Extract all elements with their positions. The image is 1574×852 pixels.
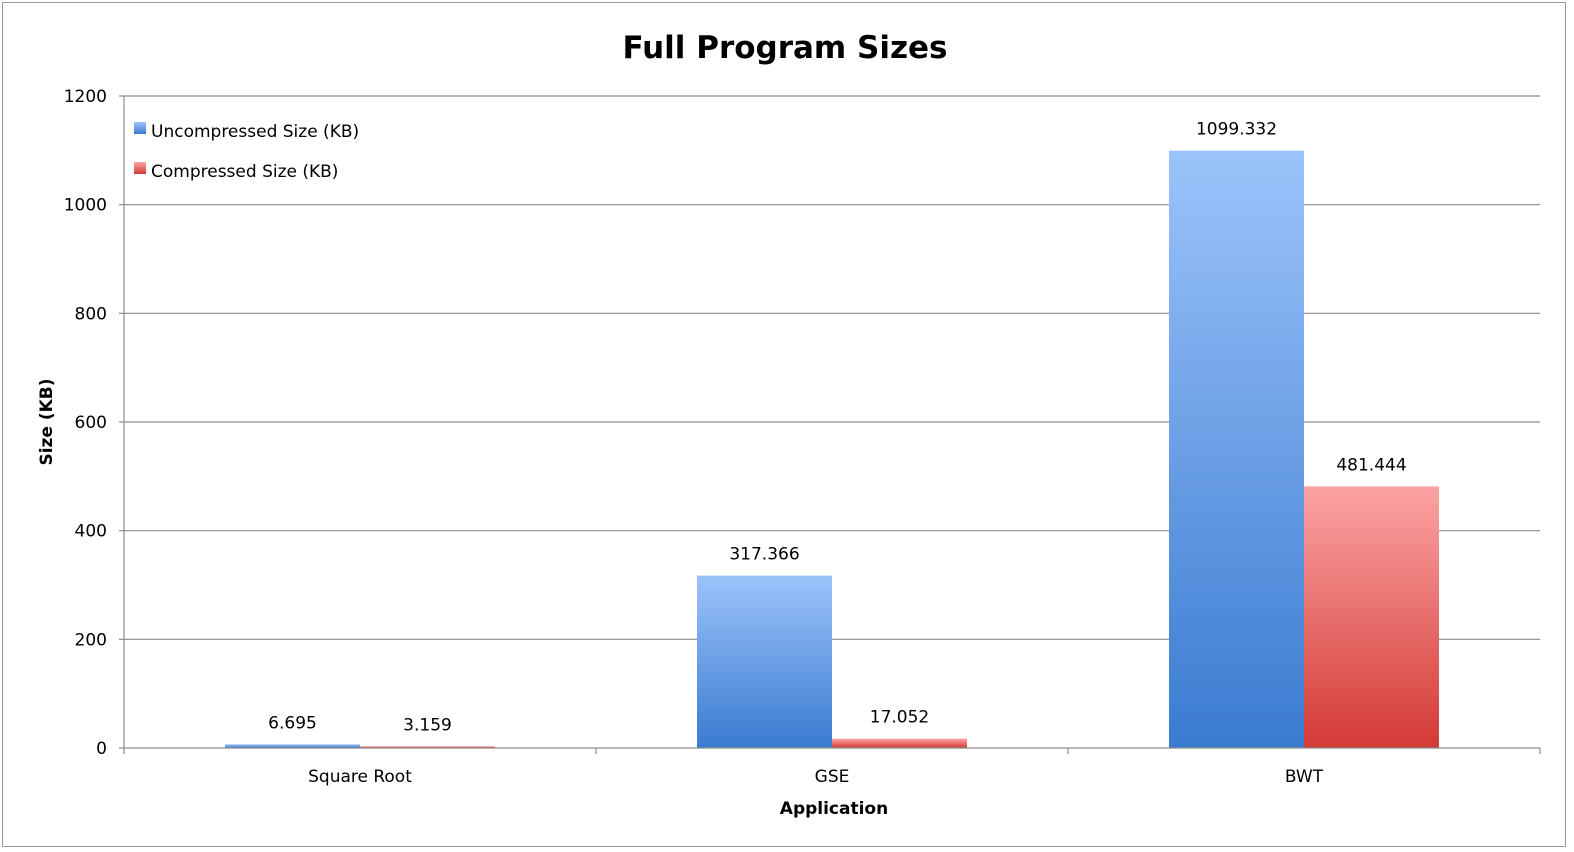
x-axis: Square Root GSE BWT (123, 96, 1541, 787)
y-axis-ticks: 0 200 400 600 800 1000 1200 (64, 87, 124, 759)
y-tick-label: 600 (75, 413, 107, 433)
bars (225, 150, 1439, 748)
legend-swatch (134, 122, 146, 134)
x-axis-label: Application (780, 799, 888, 819)
bar-uncompressed (1169, 150, 1304, 748)
y-tick-label: 400 (75, 522, 107, 542)
bar-compressed (1304, 486, 1439, 748)
y-axis-label: Size (KB) (37, 378, 57, 465)
x-tick-label: Square Root (308, 767, 412, 787)
y-tick-label: 800 (75, 304, 107, 324)
data-label: 317.366 (729, 545, 799, 565)
data-label: 481.444 (1336, 455, 1406, 475)
y-tick-label: 1200 (64, 87, 107, 107)
legend-swatch (134, 162, 146, 174)
chart-title: Full Program Sizes (622, 30, 947, 66)
bar-uncompressed (225, 744, 360, 748)
y-tick-label: 0 (96, 739, 107, 759)
legend: Uncompressed Size (KB) Compressed Size (K… (134, 122, 359, 182)
x-tick-label: GSE (815, 767, 850, 787)
bar-compressed (832, 738, 967, 748)
data-label: 6.695 (268, 713, 317, 733)
data-label: 3.159 (403, 715, 452, 735)
y-tick-label: 200 (75, 630, 107, 650)
legend-label: Compressed Size (KB) (151, 162, 338, 182)
x-tick-label: BWT (1285, 767, 1324, 787)
data-label: 1099.332 (1196, 120, 1277, 140)
y-tick-label: 1000 (64, 196, 107, 216)
data-label: 17.052 (870, 708, 929, 728)
legend-label: Uncompressed Size (KB) (151, 122, 359, 142)
data-labels: 6.695 317.366 1099.332 3.159 17.052 481.444 (268, 120, 1406, 736)
bar-uncompressed (697, 575, 832, 748)
bar-compressed (360, 746, 495, 748)
